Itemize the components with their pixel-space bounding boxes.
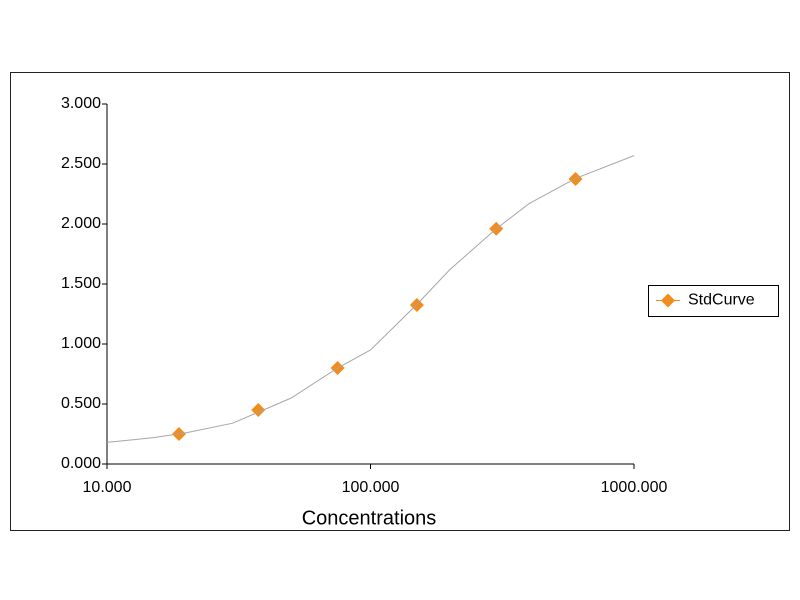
x-tick-label: 1000.000	[601, 479, 668, 496]
data-point	[568, 172, 583, 186]
y-tick-label: 3.000	[61, 95, 101, 112]
fit-curve	[106, 155, 635, 443]
y-tick-label: 1.000	[61, 335, 101, 352]
legend-box	[648, 285, 779, 317]
x-axis-title: Concentrations	[302, 507, 437, 529]
y-tick-label: 2.000	[61, 215, 101, 232]
x-tick-label: 10.000	[83, 479, 132, 496]
legend-label: StdCurve	[688, 292, 755, 309]
y-tick-label: 1.500	[61, 275, 101, 292]
legend-marker	[661, 293, 675, 308]
y-tick-label: 2.500	[61, 155, 101, 172]
y-tick-label: 0.000	[61, 455, 101, 472]
x-tick-label: 100.000	[342, 479, 400, 496]
y-tick-label: 0.500	[61, 395, 101, 412]
